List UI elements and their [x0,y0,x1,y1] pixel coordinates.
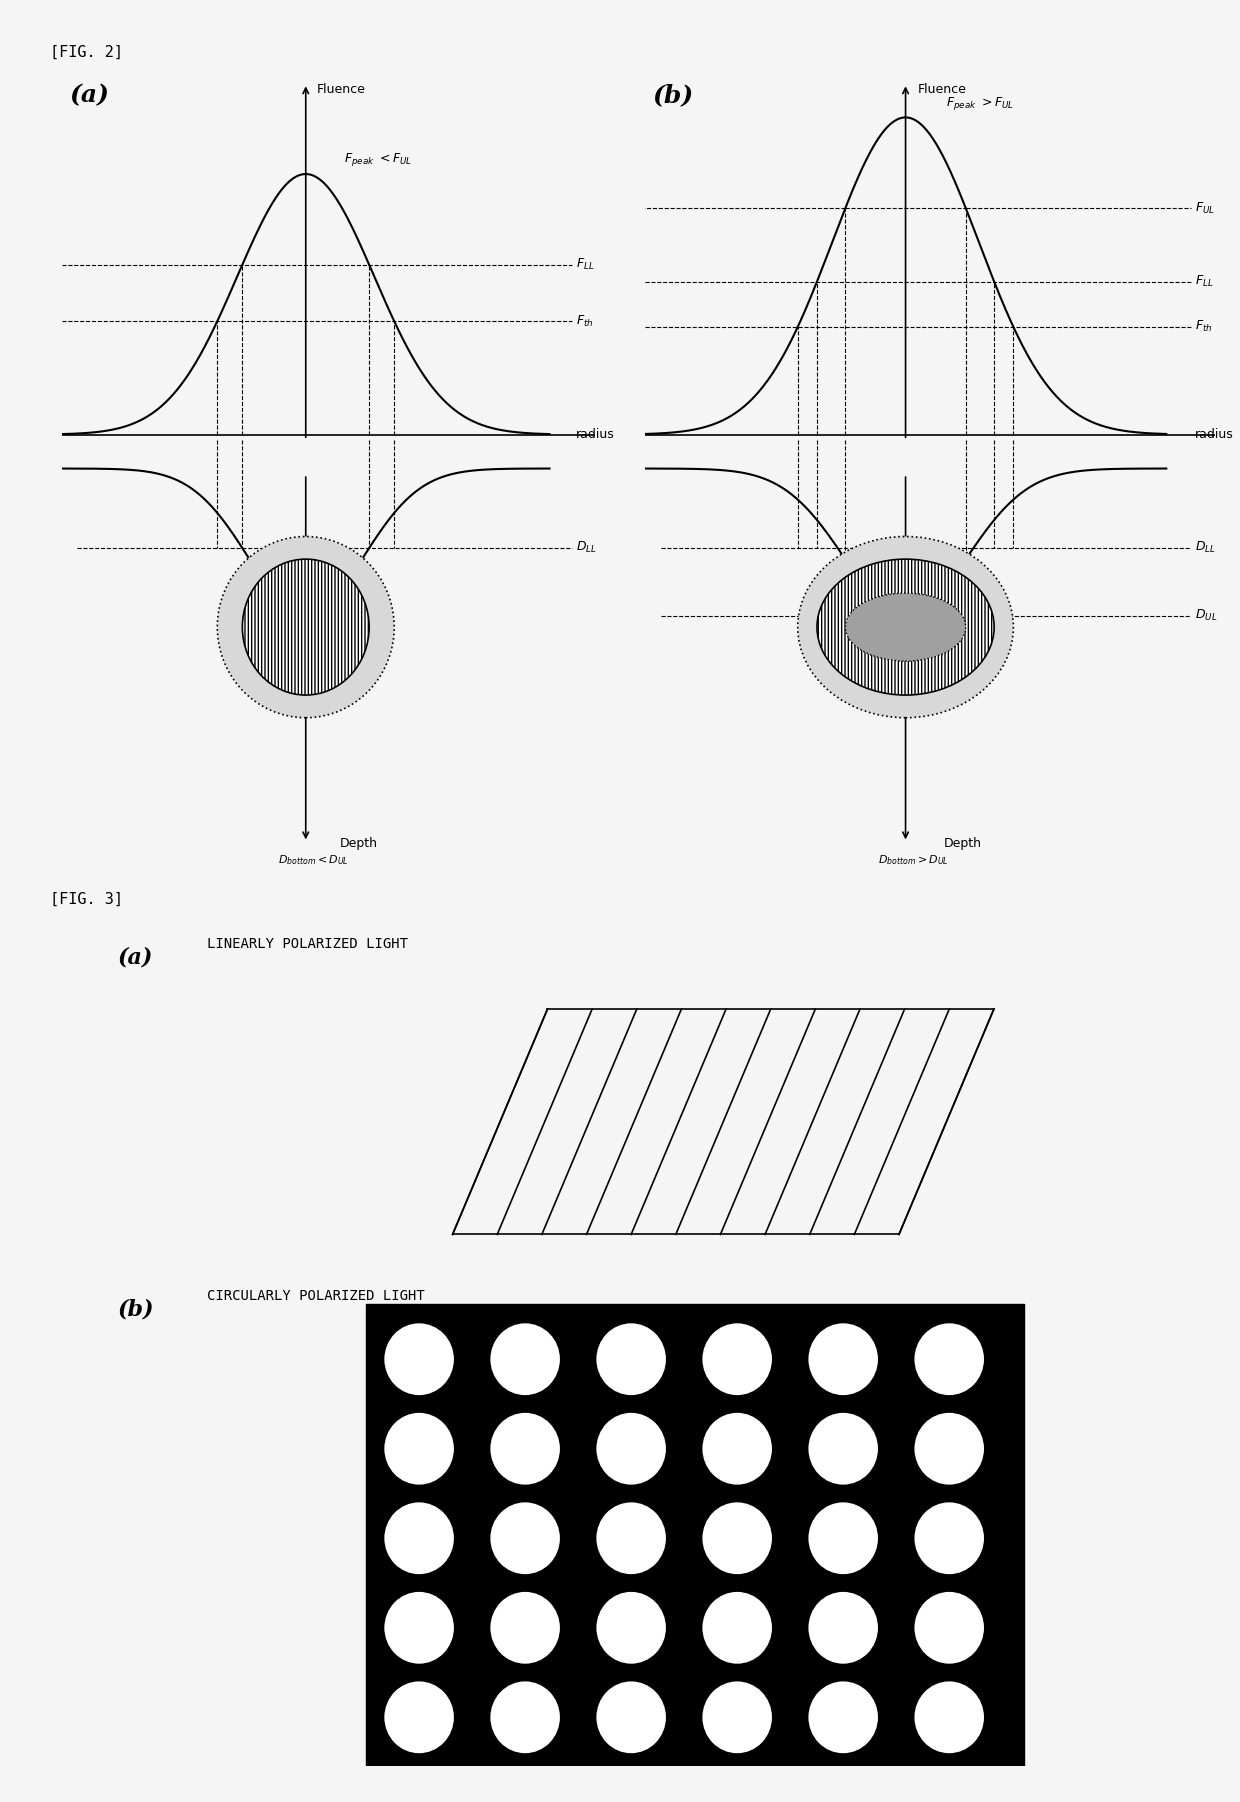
Text: $F_{peak}$ $>F_{UL}$: $F_{peak}$ $>F_{UL}$ [946,96,1014,112]
Ellipse shape [596,1413,666,1485]
Text: $F_{th}$: $F_{th}$ [1195,319,1213,335]
Ellipse shape [914,1413,985,1485]
Ellipse shape [702,1503,773,1575]
Text: LINEARLY POLARIZED LIGHT: LINEARLY POLARIZED LIGHT [207,937,408,951]
Ellipse shape [490,1681,560,1753]
Text: Fluence: Fluence [317,83,366,96]
Ellipse shape [808,1681,878,1753]
Text: Fluence: Fluence [918,83,967,96]
Text: $D_{LL}$: $D_{LL}$ [1195,541,1215,555]
Bar [366,1303,1024,1771]
Ellipse shape [384,1413,454,1485]
Text: $F_{LL}$: $F_{LL}$ [1195,274,1213,288]
Ellipse shape [846,593,966,661]
Text: $D_{LL}$: $D_{LL}$ [577,541,596,555]
Text: $F_{th}$: $F_{th}$ [577,314,594,328]
Ellipse shape [817,559,994,696]
Text: $D_{bottom}$$>D_{UL}$: $D_{bottom}$$>D_{UL}$ [878,854,949,867]
Ellipse shape [914,1591,985,1663]
Ellipse shape [914,1323,985,1395]
Text: radius: radius [577,429,615,441]
Ellipse shape [808,1413,878,1485]
Ellipse shape [808,1323,878,1395]
Text: $D_{UL}$: $D_{UL}$ [1195,609,1218,623]
Ellipse shape [384,1591,454,1663]
Ellipse shape [596,1681,666,1753]
Ellipse shape [490,1323,560,1395]
Ellipse shape [490,1413,560,1485]
Ellipse shape [242,559,370,696]
Ellipse shape [384,1681,454,1753]
Ellipse shape [384,1503,454,1575]
Text: (a): (a) [69,83,109,108]
Text: (a): (a) [118,946,154,968]
Ellipse shape [702,1413,773,1485]
Ellipse shape [702,1323,773,1395]
Ellipse shape [490,1503,560,1575]
Text: [FIG. 3]: [FIG. 3] [50,892,123,906]
Text: radius: radius [1195,429,1234,441]
Ellipse shape [808,1591,878,1663]
Text: $F_{UL}$: $F_{UL}$ [1195,200,1215,216]
Ellipse shape [596,1591,666,1663]
Ellipse shape [914,1503,985,1575]
Ellipse shape [490,1591,560,1663]
Ellipse shape [914,1681,985,1753]
Ellipse shape [702,1591,773,1663]
Ellipse shape [596,1503,666,1575]
Ellipse shape [797,537,1013,717]
Text: $D_{bottom}$$<D_{UL}$: $D_{bottom}$$<D_{UL}$ [278,854,348,867]
Ellipse shape [702,1681,773,1753]
Text: $F_{LL}$: $F_{LL}$ [577,258,594,272]
Ellipse shape [217,537,394,717]
Text: CIRCULARLY POLARIZED LIGHT: CIRCULARLY POLARIZED LIGHT [207,1288,425,1303]
Text: (b): (b) [653,83,694,108]
Ellipse shape [808,1503,878,1575]
Text: [FIG. 2]: [FIG. 2] [50,45,123,59]
Ellipse shape [596,1323,666,1395]
Ellipse shape [384,1323,454,1395]
Text: $F_{peak}$ $<F_{UL}$: $F_{peak}$ $<F_{UL}$ [343,151,412,168]
Text: (b): (b) [118,1299,154,1321]
Text: Depth: Depth [944,836,982,849]
Text: Depth: Depth [340,836,378,849]
